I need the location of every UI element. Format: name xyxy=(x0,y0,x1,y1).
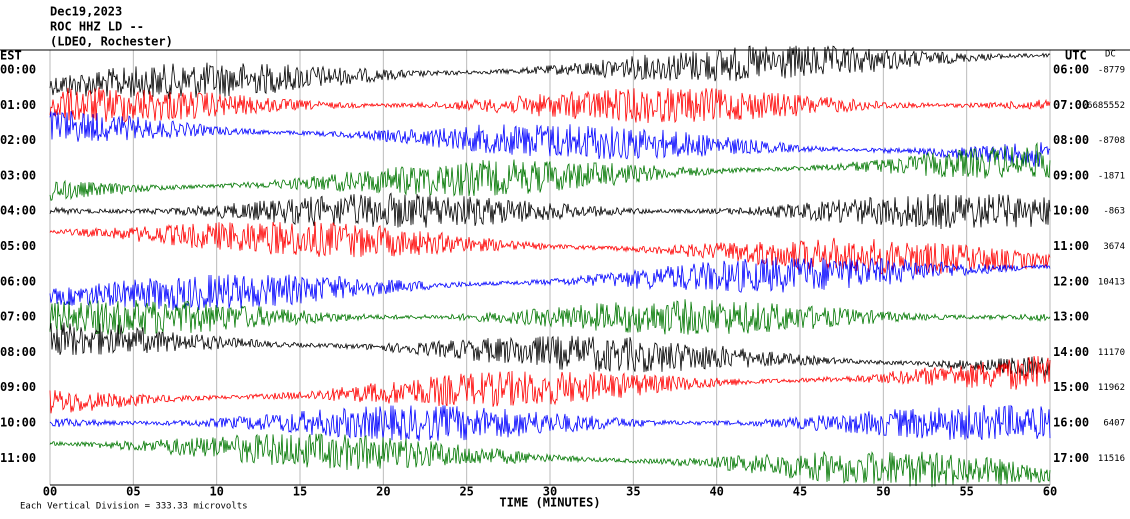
dc-value: 10413 xyxy=(1098,277,1125,287)
est-label: 10:00 xyxy=(0,416,36,430)
x-tick-label: 50 xyxy=(876,485,890,499)
x-tick-label: 35 xyxy=(626,485,640,499)
est-label: 09:00 xyxy=(0,380,36,394)
utc-label: 15:00 xyxy=(1053,380,1089,394)
dc-value: 11962 xyxy=(1098,383,1125,393)
utc-label: 08:00 xyxy=(1053,133,1089,147)
trace xyxy=(49,299,1051,335)
est-label: 05:00 xyxy=(0,239,36,253)
x-tick-label: 00 xyxy=(43,485,57,499)
x-tick-label: 25 xyxy=(459,485,473,499)
x-axis-title: TIME (MINUTES) xyxy=(499,496,600,510)
est-label: 11:00 xyxy=(0,451,36,465)
utc-label: 12:00 xyxy=(1053,274,1089,288)
utc-label: 06:00 xyxy=(1053,63,1089,77)
est-label: 04:00 xyxy=(0,204,36,218)
est-label: 03:00 xyxy=(0,168,36,182)
utc-label: 13:00 xyxy=(1053,310,1089,324)
network: (LDEO, Rochester) xyxy=(50,35,173,49)
x-tick-label: 60 xyxy=(1043,485,1057,499)
x-tick-label: 05 xyxy=(126,485,140,499)
est-label: 07:00 xyxy=(0,310,36,324)
left-axis-title: EST xyxy=(0,49,22,63)
x-tick-label: 15 xyxy=(293,485,307,499)
dc-value: 11170 xyxy=(1098,348,1125,358)
dc-value: -1871 xyxy=(1098,171,1125,181)
trace xyxy=(49,404,1051,441)
x-tick-label: 40 xyxy=(709,485,723,499)
dc-title: DC xyxy=(1105,50,1116,60)
est-label: 08:00 xyxy=(0,345,36,359)
est-label: 06:00 xyxy=(0,274,36,288)
trace xyxy=(49,221,1051,275)
dc-value: 6407 xyxy=(1103,419,1125,429)
date: Dec19,2023 xyxy=(50,5,122,19)
footer: Each Vertical Division = 333.33 microvol… xyxy=(20,502,248,512)
dc-value: -863 xyxy=(1103,207,1125,217)
est-label: 02:00 xyxy=(0,133,36,147)
est-label: 01:00 xyxy=(0,98,36,112)
dc-value: 3674 xyxy=(1103,242,1125,252)
utc-label: 16:00 xyxy=(1053,416,1089,430)
station: ROC HHZ LD -- xyxy=(50,20,144,34)
utc-label: 09:00 xyxy=(1053,168,1089,182)
trace xyxy=(49,322,1051,379)
dc-value: -8779 xyxy=(1098,66,1125,76)
utc-label: 11:00 xyxy=(1053,239,1089,253)
dc-value: 11516 xyxy=(1098,454,1125,464)
trace xyxy=(49,433,1051,488)
trace xyxy=(49,192,1051,230)
trace xyxy=(49,87,1051,124)
trace xyxy=(49,141,1051,201)
x-tick-label: 10 xyxy=(209,485,223,499)
trace xyxy=(49,356,1051,414)
right-axis-title: UTC xyxy=(1065,49,1087,63)
utc-label: 14:00 xyxy=(1053,345,1089,359)
dc-value: -8708 xyxy=(1098,136,1125,146)
trace xyxy=(49,257,1051,311)
utc-label: 10:00 xyxy=(1053,204,1089,218)
utc-label: 07:00 xyxy=(1053,98,1089,112)
trace xyxy=(49,111,1051,167)
trace xyxy=(49,45,1051,100)
x-tick-label: 20 xyxy=(376,485,390,499)
x-tick-label: 30 xyxy=(543,485,557,499)
utc-label: 17:00 xyxy=(1053,451,1089,465)
dc-value: -6685552 xyxy=(1082,101,1125,111)
x-tick-label: 55 xyxy=(959,485,973,499)
x-tick-label: 45 xyxy=(793,485,807,499)
est-label: 00:00 xyxy=(0,63,36,77)
